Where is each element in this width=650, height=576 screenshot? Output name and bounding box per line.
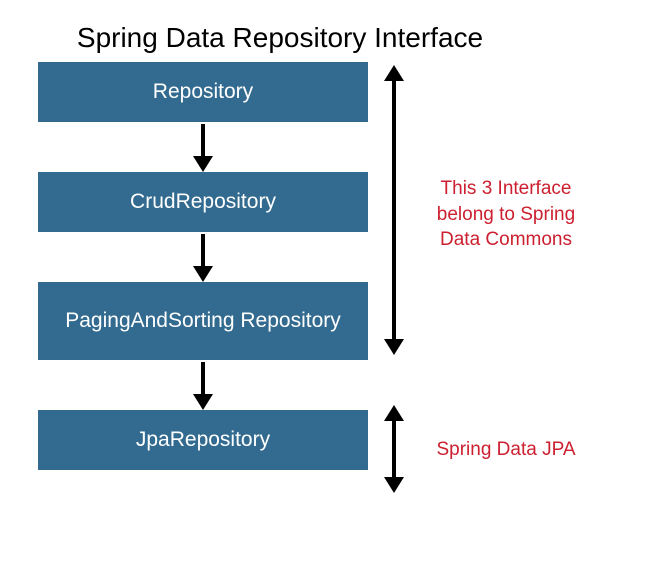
- page-title: Spring Data Repository Interface: [0, 0, 560, 62]
- bracket-commons-icon: [382, 65, 406, 355]
- arrow-down-icon: [191, 232, 215, 282]
- annotation-jpa: Spring Data JPA: [416, 437, 596, 463]
- box-repository: Repository: [38, 62, 368, 122]
- annotation-commons: This 3 Interface belong to Spring Data C…: [416, 176, 596, 253]
- box-crud-repository: CrudRepository: [38, 172, 368, 232]
- box-jpa-repository: JpaRepository: [38, 410, 368, 470]
- bracket-jpa-icon: [382, 405, 406, 493]
- box-paging-sorting-repository: PagingAndSorting Repository: [38, 282, 368, 360]
- arrow-down-icon: [191, 122, 215, 172]
- arrow-down-icon: [191, 360, 215, 410]
- diagram-area: Repository CrudRepository PagingAndSorti…: [0, 62, 650, 470]
- hierarchy-column: Repository CrudRepository PagingAndSorti…: [38, 62, 368, 470]
